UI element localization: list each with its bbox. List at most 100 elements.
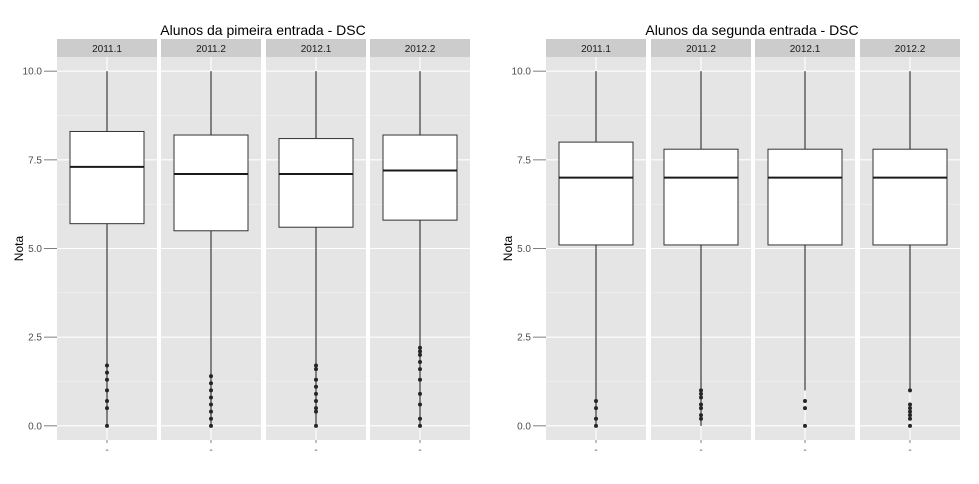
facet-strip (370, 39, 470, 57)
x-tick-label: - (594, 445, 597, 456)
facet-strip (57, 39, 157, 57)
outlier-point (803, 398, 807, 403)
facet-strip-label: 2011.2 (686, 44, 716, 55)
facet-strip-label: 2012.2 (895, 44, 926, 55)
facet-strip-label: 2011.1 (92, 44, 122, 55)
box-iqr (872, 148, 948, 246)
y-tick-label: 5.0 (517, 244, 531, 255)
outlier-point (314, 367, 318, 372)
outlier-point (105, 363, 109, 368)
facet-strip-label: 2012.1 (790, 44, 821, 55)
y-tick-label: 0.0 (517, 421, 531, 432)
outlier-point (418, 349, 422, 354)
y-tick-label: 7.5 (28, 155, 42, 166)
outlier-point (105, 398, 109, 403)
outlier-point (418, 352, 422, 357)
outlier-point (105, 377, 109, 382)
chart-title: Alunos da segunda entrada - DSC (645, 22, 858, 38)
y-tick-label: 5.0 (28, 244, 42, 255)
outlier-point (105, 423, 109, 428)
outlier-point (209, 423, 213, 428)
outlier-point (209, 409, 213, 414)
x-tick-label: - (418, 445, 421, 456)
outlier-point (699, 413, 703, 418)
y-axis-title: Nota (12, 236, 26, 262)
outlier-point (908, 416, 912, 421)
outlier-point (314, 398, 318, 403)
outlier-point (209, 395, 213, 400)
facet-strip (161, 39, 261, 57)
facet-strip (755, 39, 855, 57)
outlier-point (418, 367, 422, 372)
outlier-point (594, 406, 598, 411)
y-tick-label: 7.5 (517, 155, 531, 166)
facet-strip (546, 39, 646, 57)
facet-strip-label: 2012.1 (301, 44, 332, 55)
outlier-point (908, 402, 912, 407)
box-iqr (278, 138, 354, 228)
facet-strip-label: 2011.1 (581, 44, 611, 55)
y-tick-label: 0.0 (28, 421, 42, 432)
box-iqr (69, 130, 145, 225)
outlier-point (209, 374, 213, 379)
outlier-point (908, 423, 912, 428)
outlier-point (699, 388, 703, 393)
outlier-point (594, 416, 598, 421)
facet-strip-label: 2011.2 (196, 44, 226, 55)
outlier-point (418, 345, 422, 350)
outlier-point (209, 381, 213, 386)
outlier-point (314, 384, 318, 389)
outlier-point (418, 402, 422, 407)
outlier-point (209, 402, 213, 407)
facet-strip-label: 2012.2 (405, 44, 436, 55)
x-tick-label: - (803, 445, 806, 456)
outlier-point (314, 363, 318, 368)
x-tick-label: - (314, 445, 317, 456)
outlier-point (418, 359, 422, 364)
facet-strip (860, 39, 960, 57)
box-iqr (558, 141, 634, 246)
outlier-point (699, 391, 703, 396)
box-iqr (382, 134, 458, 221)
box-iqr (663, 148, 739, 246)
outlier-point (314, 377, 318, 382)
outlier-point (418, 391, 422, 396)
outlier-point (699, 402, 703, 407)
x-tick-label: - (209, 445, 212, 456)
outlier-point (699, 406, 703, 411)
y-tick-label: 2.5 (517, 333, 531, 344)
y-tick-label: 2.5 (28, 333, 42, 344)
x-tick-label: - (105, 445, 108, 456)
chart-title: Alunos da pimeira entrada - DSC (160, 22, 365, 38)
facet-strip (266, 39, 366, 57)
y-axis-title: Nota (501, 236, 515, 262)
outlier-point (209, 416, 213, 421)
x-tick-label: - (908, 445, 911, 456)
y-tick-label: 10.0 (512, 67, 532, 78)
outlier-point (418, 377, 422, 382)
outlier-point (908, 409, 912, 414)
outlier-point (803, 406, 807, 411)
outlier-point (105, 388, 109, 393)
outlier-point (418, 416, 422, 421)
box-iqr (767, 148, 843, 246)
outlier-point (908, 388, 912, 393)
outlier-point (908, 413, 912, 418)
outlier-point (105, 406, 109, 411)
y-tick-label: 10.0 (23, 67, 43, 78)
outlier-point (314, 391, 318, 396)
outlier-point (594, 398, 598, 403)
outlier-point (418, 423, 422, 428)
outlier-point (908, 406, 912, 411)
outlier-point (105, 370, 109, 375)
outlier-point (314, 423, 318, 428)
outlier-point (209, 388, 213, 393)
outlier-point (699, 395, 703, 400)
x-tick-label: - (699, 445, 702, 456)
outlier-point (699, 416, 703, 421)
outlier-point (314, 409, 318, 414)
outlier-point (803, 423, 807, 428)
outlier-point (314, 406, 318, 411)
facet-strip (651, 39, 751, 57)
